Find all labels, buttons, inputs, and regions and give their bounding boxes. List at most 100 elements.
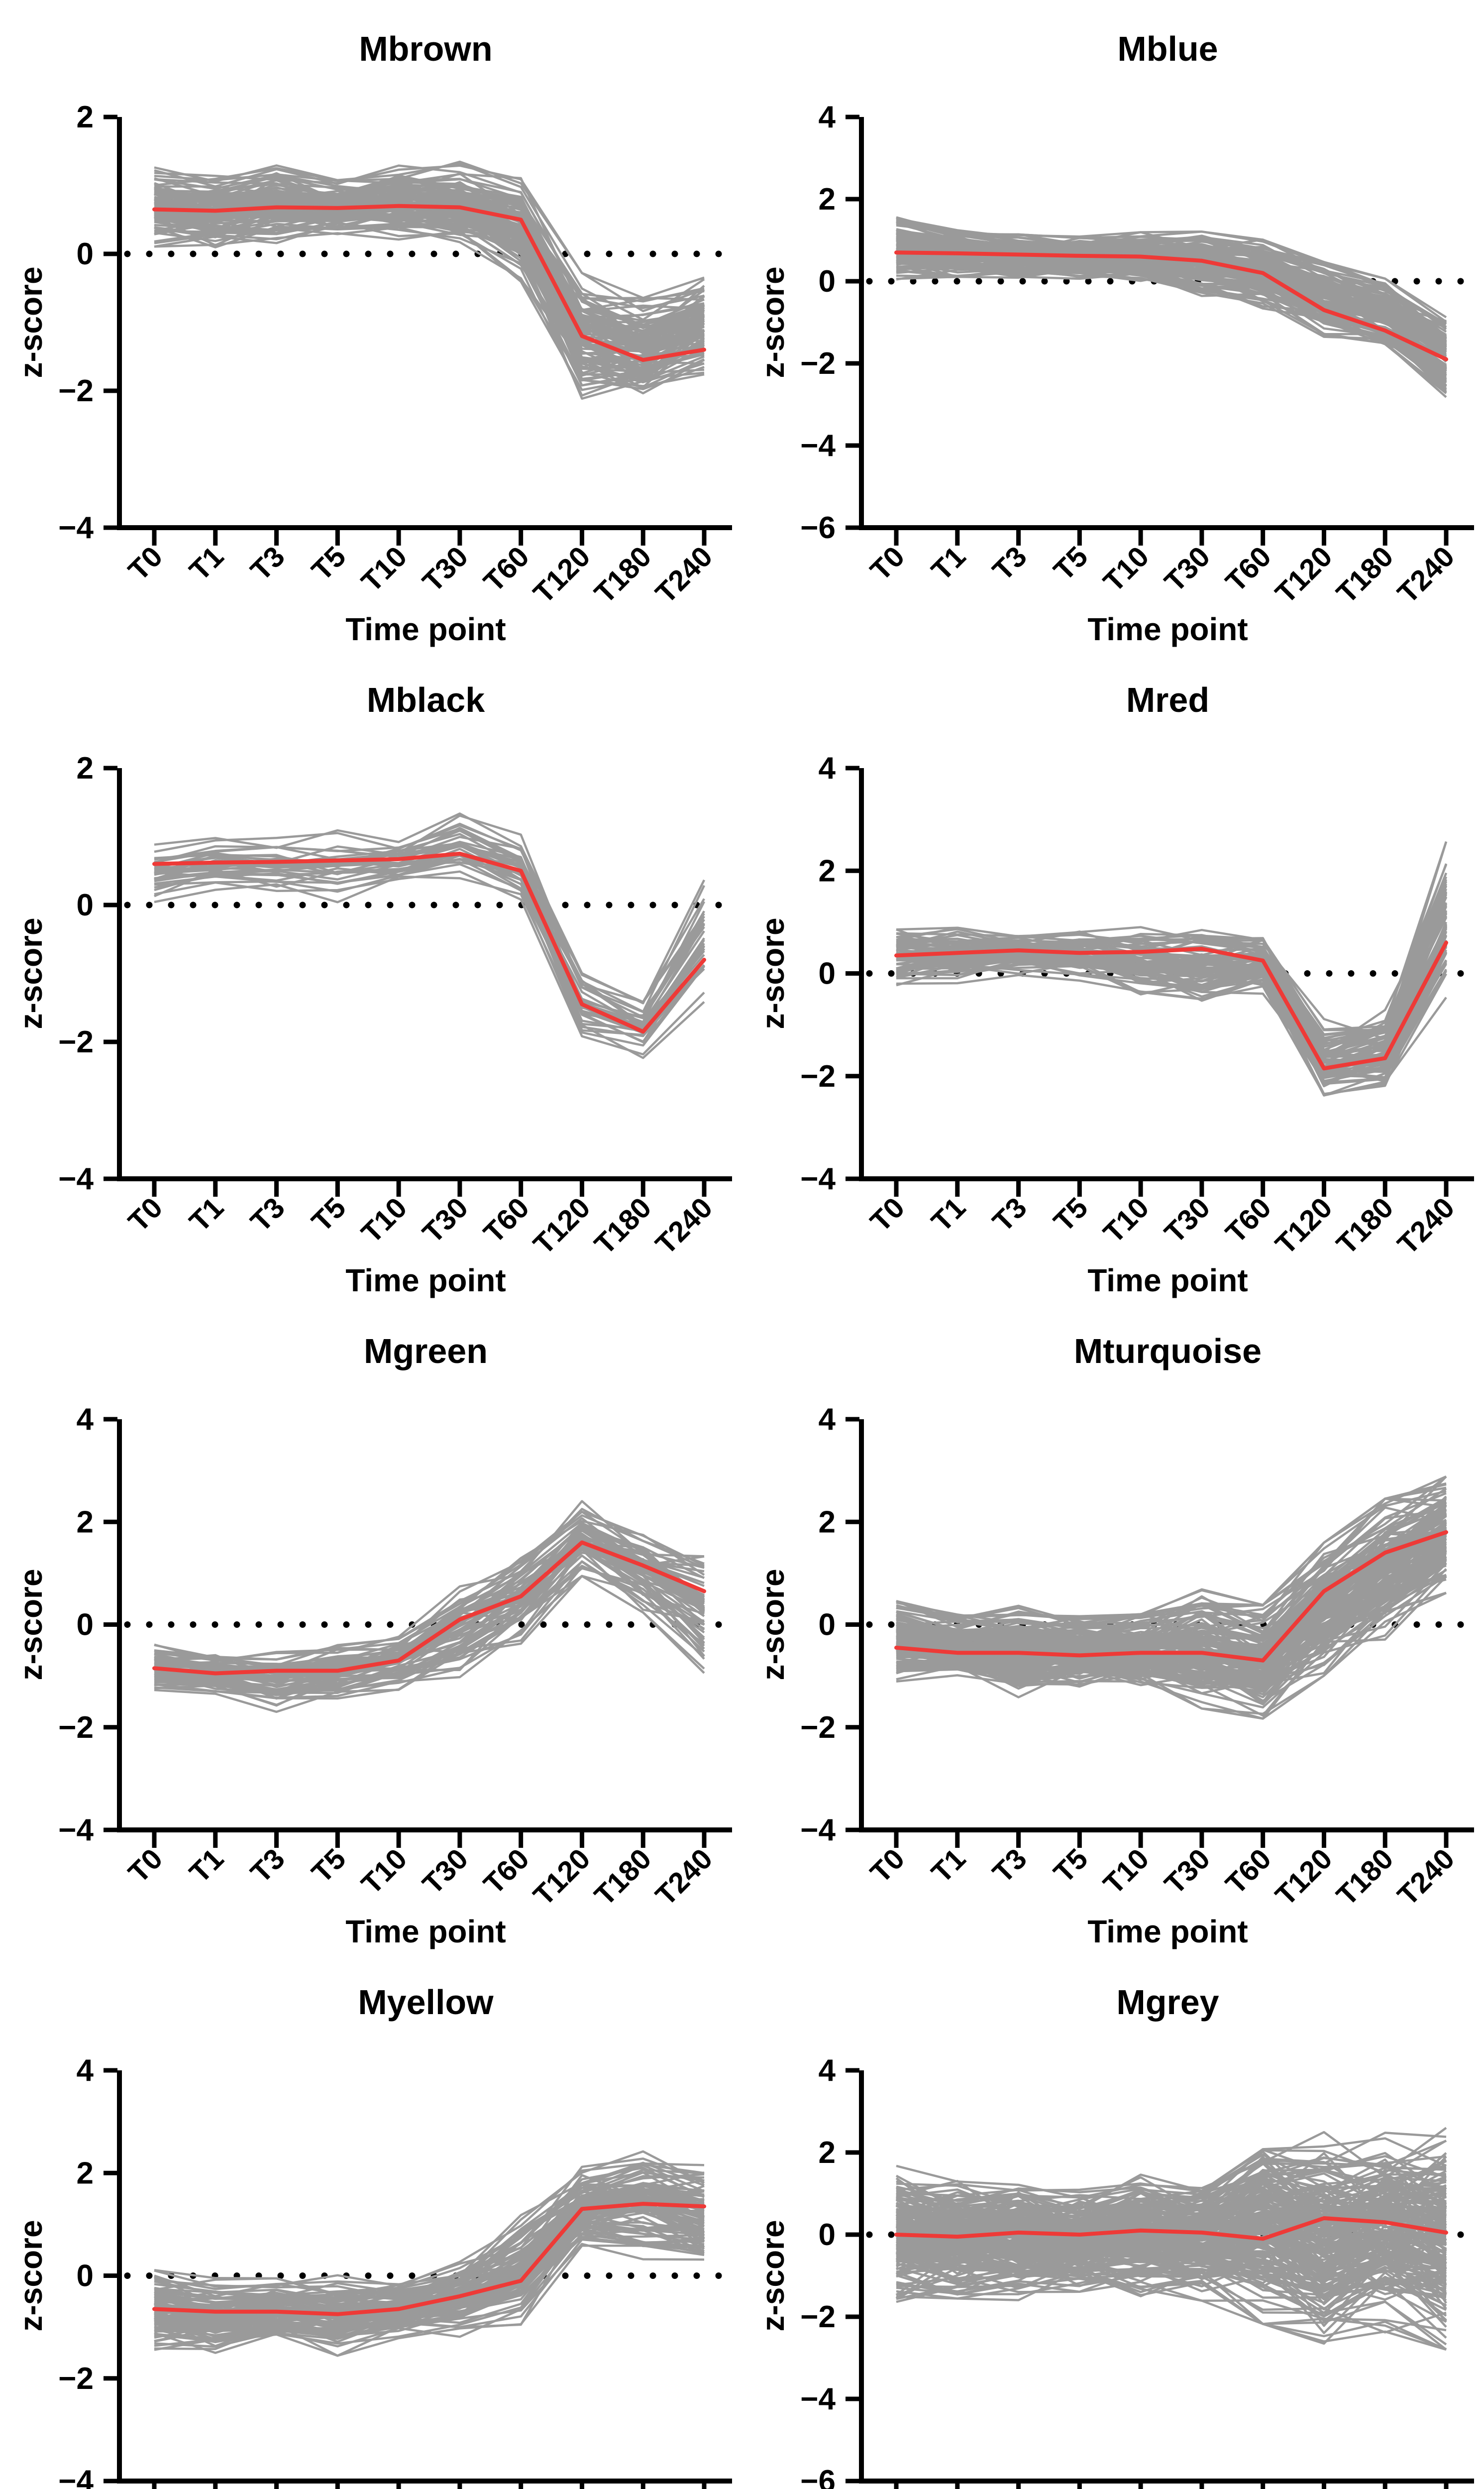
- ensemble-line: [896, 2137, 1447, 2210]
- ensemble-lines-group: [154, 1500, 705, 1713]
- ensemble-line: [896, 2256, 1447, 2302]
- x-tick-label: T30: [1158, 1191, 1216, 1249]
- y-tick-label: 0: [77, 1608, 94, 1642]
- y-tick-label: 2: [77, 100, 94, 134]
- x-tick-label: T3: [244, 540, 291, 587]
- y-tick-label: 4: [819, 100, 836, 134]
- ensemble-line: [896, 2202, 1447, 2250]
- ensemble-line: [154, 1575, 705, 1713]
- ensemble-line: [896, 2231, 1447, 2310]
- x-tick-label: T30: [416, 1191, 474, 1249]
- ensemble-line: [896, 240, 1447, 353]
- y-tick-label: 2: [77, 751, 94, 786]
- ensemble-line: [896, 2131, 1447, 2199]
- ensemble-line: [154, 2187, 705, 2307]
- ensemble-line: [896, 1568, 1447, 1709]
- x-tick-label: T120: [527, 540, 596, 609]
- ensemble-line: [896, 2163, 1447, 2232]
- x-axis-title: Time point: [345, 1914, 506, 1949]
- ensemble-line: [154, 1546, 705, 1688]
- y-axis-title: z-score: [755, 917, 791, 1029]
- x-tick-label: T240: [1391, 1191, 1461, 1260]
- y-tick-label: 4: [819, 751, 836, 786]
- axis-lines: [859, 2070, 1474, 2484]
- x-tick-label: T30: [1158, 1842, 1216, 1901]
- y-tick-label: −2: [800, 2300, 836, 2334]
- ensemble-line: [896, 220, 1447, 340]
- x-tick-label: T120: [1269, 1191, 1338, 1260]
- ensemble-line: [896, 872, 1448, 1039]
- panel-title: Mred: [1126, 680, 1209, 719]
- ensemble-line: [895, 2217, 1447, 2268]
- x-tick-label: T30: [1158, 540, 1216, 598]
- x-tick-label: T10: [1097, 540, 1156, 598]
- mean-line: [152, 851, 706, 1034]
- x-tick-label: T1: [183, 1842, 230, 1889]
- ensemble-line: [895, 2231, 1447, 2293]
- ensemble-line: [896, 973, 1447, 1096]
- ensemble-line: [154, 861, 705, 1034]
- axis-lines: [117, 1419, 732, 1832]
- ensemble-line: [896, 955, 1447, 1073]
- x-tick-label: T240: [1391, 540, 1461, 609]
- y-tick-label: 4: [77, 2053, 94, 2088]
- x-tick-label: T180: [588, 540, 657, 609]
- ensemble-line: [896, 2251, 1447, 2296]
- ensemble-line: [154, 875, 705, 1059]
- y-tick-label: 0: [77, 237, 94, 271]
- x-tick-label: T60: [477, 1191, 535, 1249]
- y-tick-label: 0: [77, 888, 94, 922]
- x-tick-label: T3: [986, 1191, 1033, 1238]
- x-tick-label: T5: [306, 1191, 352, 1238]
- y-axis-title: z-score: [755, 266, 791, 378]
- x-tick-label: T120: [527, 1842, 596, 1912]
- y-tick-label: 0: [819, 264, 836, 299]
- x-tick-label: T0: [122, 540, 169, 587]
- ensemble-line: [154, 824, 705, 1004]
- ensemble-line: [154, 851, 705, 1028]
- ensemble-line: [154, 2221, 705, 2347]
- x-tick-label: T120: [1269, 540, 1338, 609]
- x-tick-label: T0: [122, 1191, 169, 1238]
- y-tick-label: 2: [819, 854, 836, 888]
- ensemble-line: [896, 1534, 1447, 1680]
- ensemble-line: [896, 236, 1447, 342]
- axis-lines: [117, 768, 732, 1181]
- ensemble-lines-group: [895, 2127, 1447, 2351]
- x-tick-label: T0: [864, 540, 911, 587]
- y-tick-label: −4: [800, 429, 836, 463]
- ensemble-line: [154, 210, 705, 370]
- x-tick-label: T1: [925, 540, 972, 587]
- ensemble-line: [154, 194, 705, 332]
- ensemble-lines-group: [896, 216, 1447, 398]
- x-tick-label: T1: [183, 540, 230, 587]
- ensemble-line: [154, 221, 705, 397]
- ensemble-line: [154, 189, 705, 326]
- y-tick-label: 0: [77, 2259, 94, 2293]
- ensemble-lines-group: [896, 841, 1448, 1097]
- x-axis-title: Time point: [1087, 1914, 1248, 1949]
- ensemble-lines-group: [154, 160, 705, 400]
- ensemble-line: [154, 212, 705, 380]
- y-tick-label: −4: [58, 511, 94, 545]
- x-tick-label: T10: [1097, 1842, 1156, 1901]
- y-tick-label: 0: [819, 2218, 836, 2252]
- ensemble-line: [896, 1486, 1447, 1624]
- x-tick-label: T10: [355, 1191, 414, 1249]
- ensemble-line: [896, 2269, 1447, 2332]
- y-tick-label: −4: [800, 1813, 836, 1847]
- panel-title: Mturquoise: [1074, 1332, 1262, 1370]
- ensemble-line: [896, 1550, 1447, 1681]
- x-tick-label: T240: [649, 540, 719, 609]
- y-tick-label: −6: [800, 2464, 836, 2489]
- chart-svg-mgrey: 420−2−4−6T0T1T3T5T10T30T60T120T180T240Mg…: [755, 1983, 1478, 2489]
- x-tick-label: T3: [986, 1842, 1033, 1889]
- x-tick-label: T5: [1048, 1191, 1094, 1238]
- panel-title: Mbrown: [359, 29, 492, 68]
- x-tick-label: T1: [183, 1191, 230, 1238]
- x-tick-label: T10: [355, 1842, 414, 1901]
- y-tick-label: −6: [800, 511, 836, 545]
